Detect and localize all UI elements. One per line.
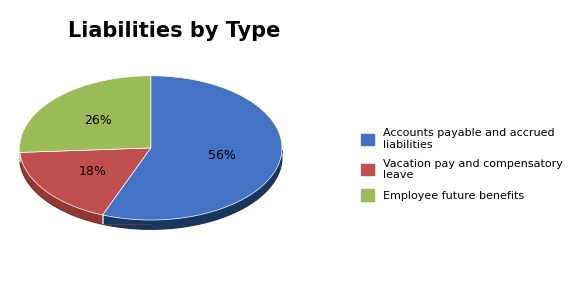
Text: 26%: 26% bbox=[84, 114, 112, 127]
Polygon shape bbox=[103, 76, 282, 220]
Polygon shape bbox=[103, 150, 282, 229]
Text: 18%: 18% bbox=[78, 165, 106, 178]
Legend: Accounts payable and accrued
liabilities, Vacation pay and compensatory
leave, E: Accounts payable and accrued liabilities… bbox=[356, 123, 568, 206]
Text: 56%: 56% bbox=[208, 149, 235, 162]
Polygon shape bbox=[20, 76, 151, 152]
Polygon shape bbox=[20, 148, 151, 215]
Polygon shape bbox=[20, 152, 103, 224]
Text: Liabilities by Type: Liabilities by Type bbox=[68, 21, 280, 41]
